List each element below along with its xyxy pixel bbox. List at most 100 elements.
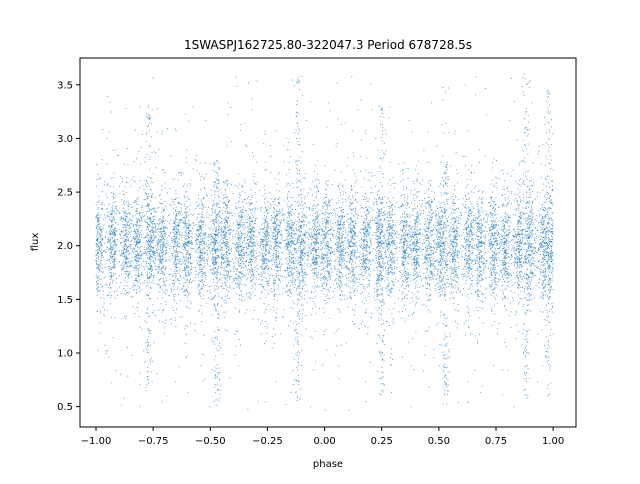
data-point [276,237,278,239]
data-point [186,296,189,298]
data-point [111,208,113,210]
data-point [146,261,148,263]
data-point [177,210,179,213]
data-point [268,251,270,254]
data-point [188,224,190,226]
data-point [226,260,228,262]
data-point [233,230,235,232]
data-point [287,241,289,243]
data-point [324,248,326,250]
data-point [103,309,106,311]
data-point [266,221,268,223]
data-point [175,206,177,208]
data-point [165,260,168,262]
data-point [288,246,290,248]
data-point [273,298,275,300]
data-point [114,240,116,242]
data-point [316,205,318,207]
data-point [250,270,252,272]
data-point [174,240,176,242]
data-point [136,246,138,248]
data-point [281,234,283,236]
data-point [143,266,145,268]
data-point [133,161,135,163]
data-point [175,245,177,247]
data-point [313,199,315,201]
data-point [216,278,218,280]
data-point [123,251,125,253]
data-point [301,259,303,261]
data-point [317,263,319,265]
data-point [133,243,135,245]
data-point [184,239,186,241]
data-point [264,133,266,135]
data-point [185,220,187,222]
data-point [112,256,114,258]
data-point [335,202,338,204]
data-point [262,249,264,251]
data-point [262,263,264,265]
data-point [225,196,227,198]
data-point [95,257,98,259]
data-point [172,207,175,209]
data-point [109,282,111,284]
data-point [276,231,278,234]
data-point [130,239,132,241]
data-point [144,220,146,223]
data-point [198,203,200,205]
data-point [262,247,265,249]
data-point [278,213,280,215]
data-point [104,181,106,183]
data-point [99,241,102,243]
data-point [194,280,196,282]
data-point [126,222,128,224]
data-point [174,198,176,200]
data-point [176,254,178,256]
data-point [312,268,314,270]
data-point [214,222,216,224]
data-point [301,250,303,252]
data-point [321,254,323,256]
data-point [237,242,239,244]
data-point [230,260,232,262]
data-point [308,238,310,240]
data-point [182,219,184,222]
data-point [198,221,200,224]
data-point [146,234,148,236]
data-point [301,197,303,199]
data-point [285,277,288,279]
data-point [237,237,239,239]
data-point [326,216,329,218]
data-point [299,246,301,248]
data-point [250,223,252,225]
data-point [111,213,113,215]
data-point [264,222,266,224]
data-point [209,406,211,408]
data-point [187,251,189,253]
data-point [215,242,217,244]
data-point [125,210,127,212]
data-point [237,214,239,216]
data-point [300,255,302,257]
data-point [184,225,186,227]
data-point [162,202,164,205]
data-point [172,257,174,259]
data-point [285,257,287,259]
data-point [225,270,228,272]
data-point [253,244,255,246]
data-point [265,215,267,217]
data-point [198,264,200,266]
data-point [297,234,299,236]
data-point [111,248,113,250]
data-point [212,369,214,371]
data-point [330,265,332,267]
data-point [141,204,143,206]
data-point [149,237,151,239]
data-point [290,228,292,230]
data-point [137,261,139,263]
data-point [249,241,251,243]
data-point [231,184,233,186]
data-point [152,208,155,210]
data-point [135,258,137,260]
data-point [327,274,329,276]
